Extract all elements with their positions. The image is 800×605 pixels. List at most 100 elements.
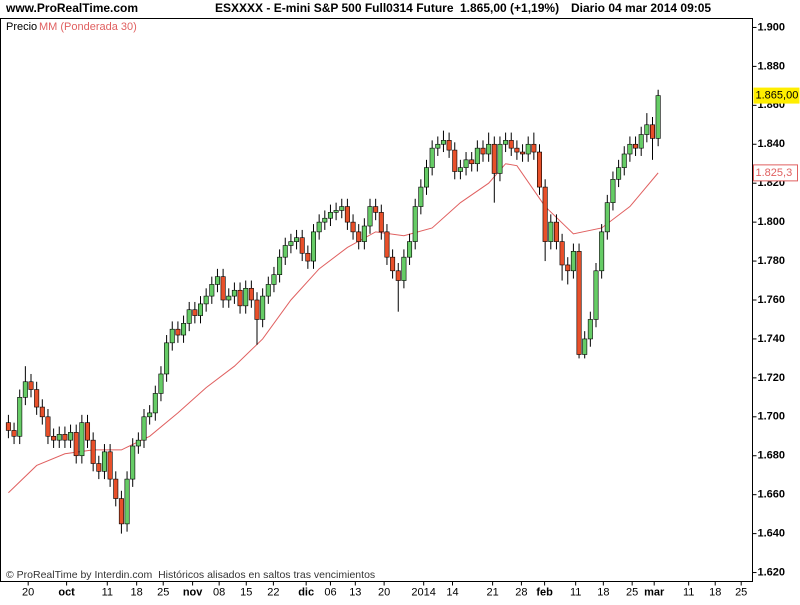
x-tick-label: 13	[349, 586, 361, 598]
candle-body	[282, 245, 288, 258]
candle-body	[452, 149, 458, 172]
last-price-box	[753, 87, 800, 104]
y-tick-label: 1.780	[758, 255, 786, 267]
candle-body	[435, 143, 441, 149]
candle-body	[486, 143, 492, 155]
candle-body	[344, 206, 350, 223]
x-tick-label: 06	[324, 586, 336, 598]
candle-body	[604, 202, 610, 233]
candle-body	[254, 299, 260, 320]
x-tick-label: 20	[22, 586, 34, 598]
candle-body	[587, 319, 593, 340]
candle-body	[570, 251, 576, 272]
y-tick-label: 1.700	[758, 411, 786, 423]
candle-body	[440, 140, 446, 145]
candle-body	[548, 221, 554, 242]
candle-body	[474, 147, 480, 165]
candle-body	[390, 256, 396, 272]
candle-body	[384, 231, 390, 258]
candle-body	[124, 478, 130, 525]
candle-body	[395, 270, 401, 281]
candle-body	[56, 434, 62, 441]
candle-body	[514, 147, 520, 153]
candle-body	[316, 221, 322, 233]
candle-body	[621, 153, 627, 168]
quote: 1.865,00 (+1,19%)	[460, 1, 559, 15]
candle-body	[542, 186, 548, 242]
candle-body	[503, 140, 509, 145]
y-tick-label: 1.740	[758, 333, 786, 345]
candle-body	[576, 251, 582, 355]
candle-body	[175, 328, 181, 336]
candle-body	[17, 397, 23, 437]
candle-body	[627, 143, 633, 155]
candle-body	[520, 151, 526, 155]
x-tick-label: 25	[735, 586, 747, 598]
candle-body	[333, 210, 339, 213]
x-tick-label: 11	[102, 586, 113, 598]
candle-body	[107, 451, 113, 480]
x-tick-label: 25	[626, 586, 638, 598]
candle-body	[407, 241, 413, 258]
candle-body	[378, 212, 384, 233]
candle-body	[469, 159, 475, 165]
candle-body	[231, 289, 237, 297]
candle-body	[633, 143, 639, 149]
candle-body	[322, 217, 328, 223]
candle-body	[28, 381, 34, 390]
candle-body	[243, 288, 249, 307]
candle-body	[141, 416, 147, 441]
candle-body	[412, 206, 418, 242]
candle-body	[446, 140, 452, 151]
candle-body	[356, 231, 362, 242]
y-tick-label: 1.760	[758, 294, 786, 306]
candle-body	[5, 422, 11, 431]
x-tick-label: 20	[378, 586, 390, 598]
candle-body	[361, 225, 367, 242]
y-tick-label: 1.680	[758, 450, 786, 462]
x-tick-label: 2014	[411, 586, 435, 598]
candle-body	[271, 274, 277, 285]
x-tick-label: dic	[298, 586, 314, 598]
x-tick-label: 25	[157, 586, 169, 598]
candle-body	[147, 412, 153, 418]
last-price-label: 1.865,00	[756, 89, 799, 101]
x-tick-label: feb	[536, 586, 553, 598]
candle-body	[220, 276, 226, 301]
candle-body	[339, 206, 345, 211]
candle-body	[559, 241, 565, 266]
x-tick-label: 18	[709, 586, 721, 598]
candle-body	[135, 439, 141, 447]
candle-body	[260, 295, 266, 320]
candle-body	[73, 432, 79, 457]
candle-body	[599, 231, 605, 272]
candle-body	[424, 167, 430, 188]
x-tick-label: 18	[131, 586, 143, 598]
x-tick-label: 18	[597, 586, 609, 598]
candle-body	[192, 309, 198, 316]
candle-body	[350, 221, 356, 233]
candle-body	[62, 434, 68, 441]
candle-body	[616, 167, 622, 180]
legend-ma: MM (Ponderada 30)	[39, 21, 137, 33]
candle-body	[22, 381, 28, 398]
candle-body	[79, 422, 85, 457]
y-tick-label: 1.840	[758, 138, 786, 150]
x-tick-label: 15	[240, 586, 252, 598]
candle-body	[181, 323, 187, 336]
period: Diario 04 mar 2014 09:05	[571, 1, 711, 15]
x-tick-label: 21	[486, 586, 498, 598]
candle-body	[248, 288, 254, 301]
candle-body	[536, 151, 542, 188]
candle-body	[198, 303, 204, 316]
y-tick-label: 1.880	[758, 60, 786, 72]
candle-body	[164, 342, 170, 375]
candle-body	[51, 435, 57, 441]
candle-body	[277, 256, 283, 275]
candle-body	[299, 237, 305, 254]
instrument: ESXXXX - E-mini S&P 500 Full0314 Future	[215, 1, 454, 15]
candle-body	[288, 241, 294, 246]
candle-body	[118, 498, 124, 525]
